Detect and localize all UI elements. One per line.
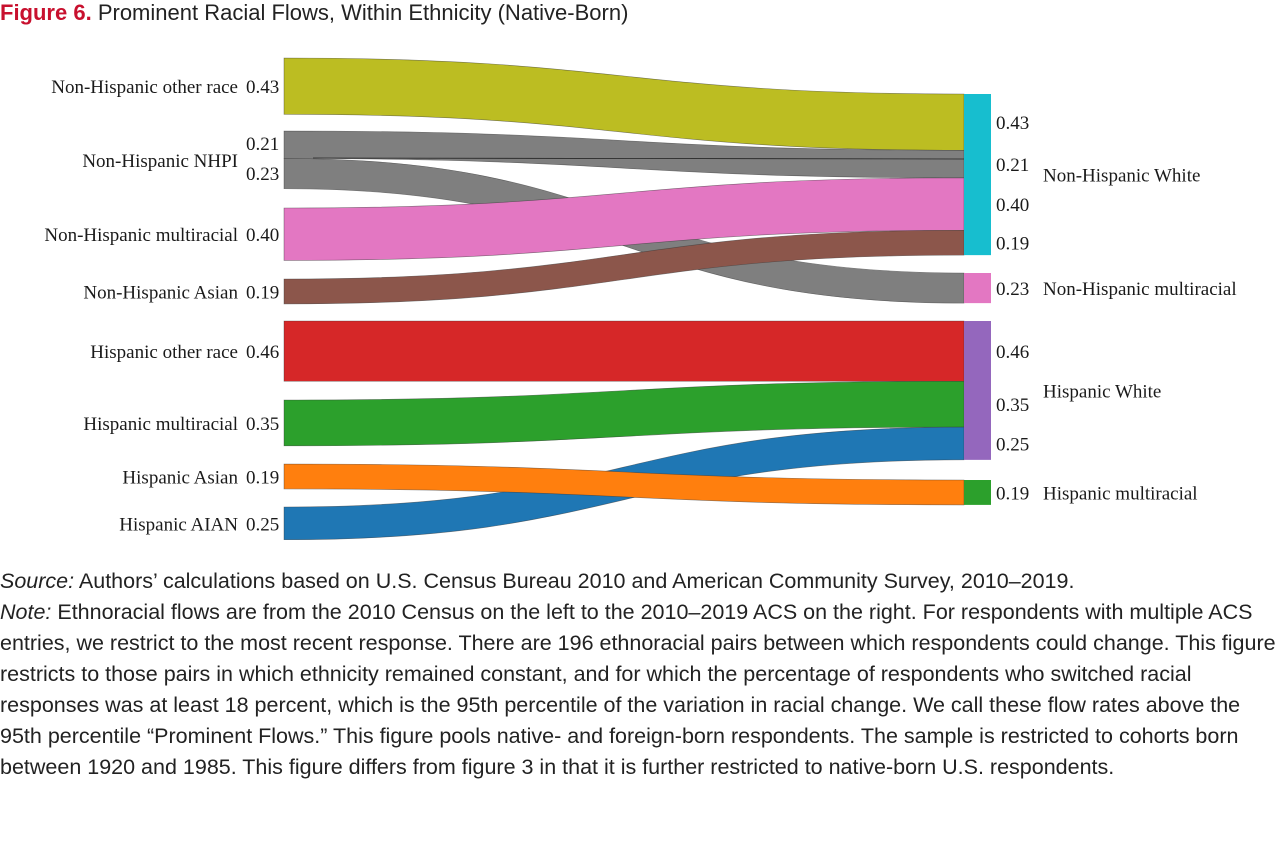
flow-hispanic-other-race-to-hispanic-white bbox=[283, 320, 965, 382]
node-non-hispanic-white bbox=[964, 94, 991, 256]
source-value-label: 0.43 bbox=[246, 77, 279, 98]
sankey-chart: 0.43 0.21 0.23 0.40 0.19 0.46 0.35 0.25 0.19 Non-… bbox=[44, 57, 1237, 541]
target-value-label: 0.19 bbox=[996, 234, 1029, 255]
target-value-label: 0.46 bbox=[996, 342, 1029, 363]
target-label-hispanic-multiracial: Hispanic multiracial bbox=[1043, 483, 1198, 504]
source-label-non-hispanic-multiracial: Non-Hispanic multiracial bbox=[44, 225, 238, 246]
note-paragraph: Note: Ethnoracial flows are from the 201… bbox=[0, 597, 1280, 783]
source-label: Source: bbox=[0, 569, 75, 593]
figure-label: Figure 6. bbox=[0, 0, 92, 25]
target-label-non-hispanic-multiracial: Non-Hispanic multiracial bbox=[1043, 279, 1237, 300]
source-label-hispanic-asian: Hispanic Asian bbox=[122, 467, 238, 488]
source-label-non-hispanic-other-race: Non-Hispanic other race bbox=[51, 77, 238, 98]
node-hispanic-white bbox=[964, 321, 991, 460]
source-value-label: 0.40 bbox=[246, 225, 279, 246]
source-label-hispanic-other-race: Hispanic other race bbox=[90, 342, 238, 363]
node-hispanic-multiracial bbox=[964, 480, 991, 505]
figure-title: Figure 6. Prominent Racial Flows, Within… bbox=[0, 0, 628, 26]
source-value-label: 0.46 bbox=[246, 342, 279, 363]
target-value-label: 0.21 bbox=[996, 155, 1029, 176]
target-value-label: 0.40 bbox=[996, 195, 1029, 216]
source-value-label: 0.35 bbox=[246, 414, 279, 435]
figure-title-text: Prominent Racial Flows, Within Ethnicity… bbox=[97, 0, 629, 25]
source-value-label: 0.19 bbox=[246, 467, 279, 488]
source-label-hispanic-multiracial: Hispanic multiracial bbox=[83, 414, 238, 435]
target-value-label: 0.23 bbox=[996, 279, 1029, 300]
figure-notes: Source: Authors’ calculations based on U… bbox=[0, 566, 1280, 783]
target-value-label: 0.35 bbox=[996, 395, 1029, 416]
node-non-hispanic-multiracial bbox=[964, 273, 991, 304]
source-value-label: 0.19 bbox=[246, 282, 279, 303]
target-value-label: 0.25 bbox=[996, 434, 1029, 455]
source-value-label: 0.23 bbox=[246, 164, 279, 185]
flow-split-line bbox=[312, 157, 965, 160]
source-text: Authors’ calculations based on U.S. Cens… bbox=[74, 569, 1075, 593]
target-value-label: 0.19 bbox=[996, 483, 1029, 504]
source-label-non-hispanic-nhpi: Non-Hispanic NHPI bbox=[82, 151, 238, 172]
source-label-hispanic-aian: Hispanic AIAN bbox=[119, 514, 238, 535]
source-value-label: 0.25 bbox=[246, 514, 279, 535]
target-value-label: 0.43 bbox=[996, 113, 1029, 134]
target-label-hispanic-white: Hispanic White bbox=[1043, 381, 1161, 402]
note-text: Ethnoracial flows are from the 2010 Cens… bbox=[0, 600, 1276, 779]
target-label-non-hispanic-white: Non-Hispanic White bbox=[1043, 166, 1200, 187]
note-label: Note: bbox=[0, 600, 52, 624]
source-label-non-hispanic-asian: Non-Hispanic Asian bbox=[83, 282, 238, 303]
source-note: Source: Authors’ calculations based on U… bbox=[0, 566, 1280, 597]
source-value-label: 0.21 bbox=[246, 134, 279, 155]
